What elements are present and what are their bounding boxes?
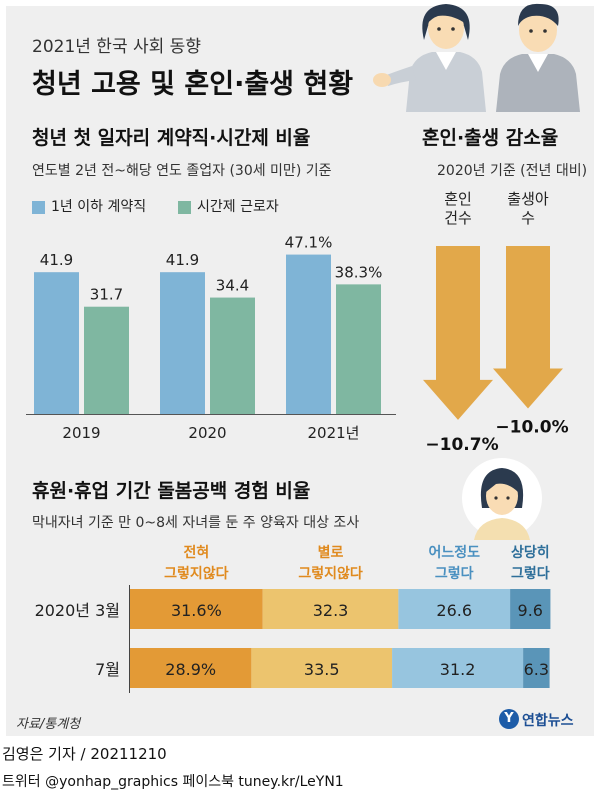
source-label: 자료/통계청	[16, 717, 81, 732]
legend-swatch-parttime	[178, 201, 191, 214]
data-label: 9.6	[518, 601, 543, 620]
stacked-bar-segment	[130, 648, 252, 688]
stacked-bar-segment	[262, 589, 399, 629]
category-label: 출생아	[507, 190, 549, 208]
employment-note: 연도별 2년 전~해당 연도 졸업자 (30세 미만) 기준	[32, 163, 332, 179]
series-header: 어느정도	[428, 544, 480, 561]
data-label: 38.3%	[335, 263, 383, 281]
stacked-bar-segment	[251, 648, 393, 688]
row-label: 2020년 3월	[35, 601, 120, 620]
data-label: 6.3	[524, 660, 549, 679]
data-label: −10.7%	[425, 435, 498, 450]
employment-title: 청년 첫 일자리 계약직·시간제 비율	[32, 127, 311, 149]
bar-parttime	[336, 284, 381, 414]
care-title: 휴원·휴업 기간 돌봄공백 경험 비율	[32, 480, 311, 502]
parent-illustration	[462, 458, 542, 540]
category-label: 혼인	[444, 190, 472, 208]
x-tick-label: 2020	[188, 424, 226, 442]
x-tick-label: 2021년	[308, 424, 360, 442]
stacked-bar-segment	[392, 648, 524, 688]
employment-bar-chart: 41.9 31.7 2019 41.9 34.4 2020 47.1%38.3% 2021년	[26, 234, 396, 442]
decline-title: 혼인·출생 감소율	[422, 127, 559, 149]
series-header: 그렇지않다	[298, 565, 363, 582]
header-subtitle: 2021년 한국 사회 동향	[32, 37, 201, 57]
x-tick-label: 2019	[62, 424, 100, 442]
data-label: 41.9	[40, 251, 73, 269]
series-header: 그렇다	[511, 566, 550, 582]
page-title: 청년 고용 및 혼인·출생 현황	[32, 69, 354, 100]
yonhap-logo-icon: Y	[499, 709, 519, 729]
series-header: 상당히	[511, 544, 550, 561]
data-label: −10.0%	[495, 418, 568, 438]
decline-arrow	[493, 246, 563, 409]
legend-swatch-contract	[32, 201, 45, 214]
series-header: 전혀	[183, 544, 209, 561]
people-illustration	[373, 3, 580, 112]
bar-parttime	[210, 297, 255, 414]
data-label: 26.6	[436, 601, 472, 620]
series-header: 그렇다	[435, 566, 474, 582]
bar-contract	[160, 272, 205, 414]
legend-label-contract: 1년 이하 계약직	[51, 199, 147, 215]
brand-label: 연합뉴스	[522, 713, 574, 729]
data-label: 31.6%	[171, 601, 222, 620]
data-label: 31.7	[90, 286, 123, 304]
data-label: 41.9	[166, 251, 199, 269]
legend-label-parttime: 시간제 근로자	[197, 199, 279, 215]
series-header: 그렇지않다	[164, 565, 229, 582]
stacked-bar-segment	[398, 589, 511, 629]
decline-arrow	[423, 246, 493, 420]
series-header: 별로	[318, 544, 344, 561]
data-label: 28.9%	[165, 660, 216, 679]
bar-contract	[34, 272, 79, 414]
social-credit: 트위터 @yonhap_graphics 페이스북 tuney.kr/LeYN1	[2, 774, 344, 790]
stacked-bar-segment	[510, 589, 551, 629]
reporter-credit: 김영은 기자 / 20211210	[2, 745, 167, 763]
data-label: 32.3	[313, 601, 349, 620]
decline-note: 2020년 기준 (전년 대비)	[437, 163, 588, 179]
stacked-bar-segment	[523, 648, 550, 688]
category-label: 건수	[444, 209, 472, 227]
row-label: 7월	[95, 660, 120, 679]
care-stacked-bar-chart: 31.6% 32.3 26.6 9.6 2020년 3월 28.9% 33.5 31.2 6.3…	[35, 544, 551, 693]
data-label: 31.2	[440, 660, 476, 679]
data-label: 47.1%	[285, 234, 333, 252]
data-label: 33.5	[304, 660, 340, 679]
stacked-bar-segment	[130, 589, 263, 629]
category-label: 수	[521, 209, 535, 227]
data-label: 34.4	[216, 277, 249, 295]
bar-contract	[286, 254, 331, 414]
care-note: 막내자녀 기준 만 0~8세 자녀를 둔 주 양육자 대상 조사	[32, 515, 360, 531]
bar-parttime	[84, 306, 129, 414]
